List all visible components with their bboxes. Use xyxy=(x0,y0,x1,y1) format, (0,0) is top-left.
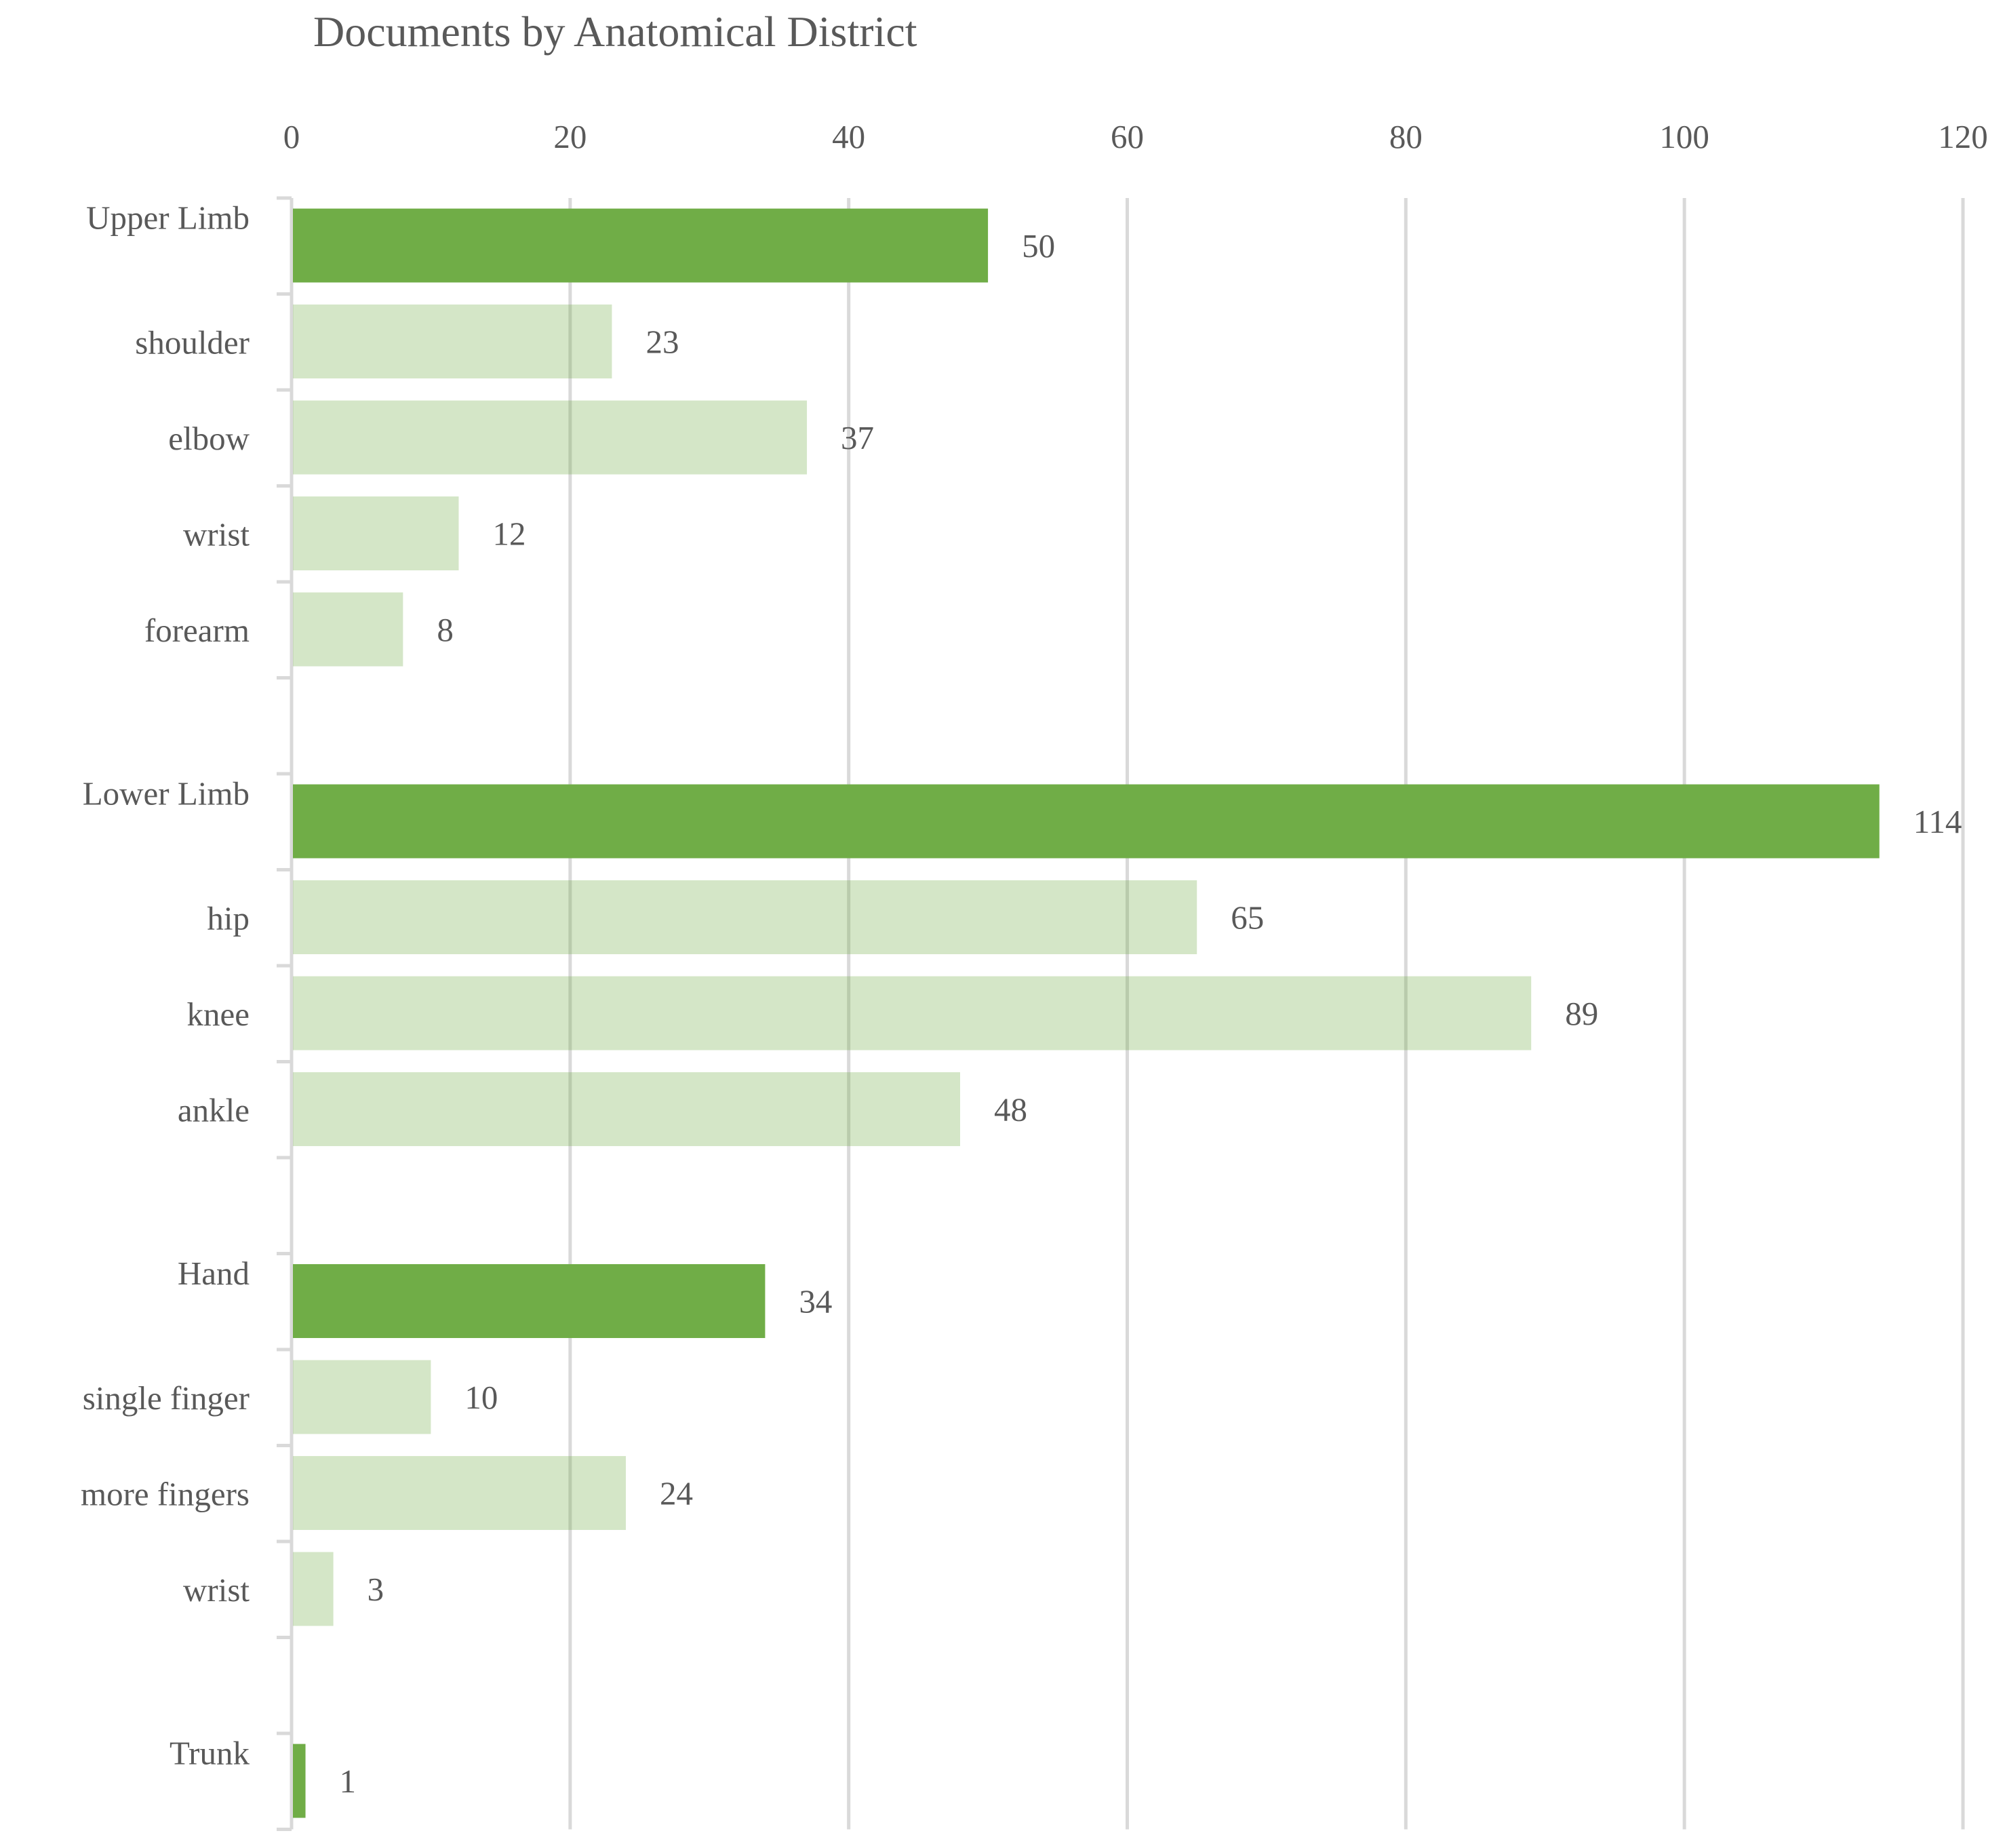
category-label: Hand xyxy=(178,1255,250,1292)
category-label: Trunk xyxy=(170,1734,250,1771)
bar xyxy=(293,1456,626,1531)
bar xyxy=(293,592,403,667)
value-label: 12 xyxy=(493,515,526,553)
category-label: forearm xyxy=(144,612,250,649)
category-label: wrist xyxy=(183,1571,250,1609)
value-label: 10 xyxy=(464,1379,498,1416)
bar xyxy=(293,976,1532,1050)
value-label: 50 xyxy=(1022,227,1055,264)
category-label: more fingers xyxy=(81,1475,250,1512)
bar xyxy=(293,1744,306,1818)
bar xyxy=(293,1552,334,1626)
bar xyxy=(293,400,808,475)
x-tick-label: 80 xyxy=(1389,118,1423,155)
chart-title: Documents by Anatomical District xyxy=(313,7,917,56)
value-label: 1 xyxy=(340,1763,356,1800)
value-labels: 50 23 37 12 8 114 65 89 48 34 10 24 3 1 xyxy=(340,227,1962,1800)
category-label: wrist xyxy=(183,515,250,553)
category-label: single finger xyxy=(83,1379,250,1417)
bar xyxy=(293,784,1880,859)
x-tick-label: 60 xyxy=(1111,118,1144,155)
bar xyxy=(293,1360,431,1434)
bars xyxy=(293,208,1880,1818)
value-label: 34 xyxy=(799,1283,832,1320)
x-tick-label: 40 xyxy=(832,118,865,155)
category-label: ankle xyxy=(178,1091,250,1128)
bar xyxy=(293,304,612,379)
bar xyxy=(293,1264,766,1339)
value-label: 23 xyxy=(646,323,679,361)
category-label: Upper Limb xyxy=(86,199,250,236)
x-tick-label: 0 xyxy=(283,118,300,155)
value-label: 65 xyxy=(1231,899,1264,937)
bar xyxy=(293,1072,960,1147)
category-label: shoulder xyxy=(135,323,250,361)
bar xyxy=(293,208,989,283)
gridlines xyxy=(277,196,1965,1831)
bar xyxy=(293,880,1197,955)
value-label: 89 xyxy=(1565,995,1598,1032)
category-label: Lower Limb xyxy=(83,774,250,812)
value-label: 24 xyxy=(660,1475,693,1512)
value-label: 37 xyxy=(841,419,874,456)
value-label: 48 xyxy=(994,1091,1027,1128)
category-label: elbow xyxy=(168,420,250,457)
x-tick-labels: 0 20 40 60 80 100 120 xyxy=(283,118,1988,155)
x-tick-label: 20 xyxy=(553,118,587,155)
x-tick-label: 120 xyxy=(1938,118,1988,155)
category-label: knee xyxy=(187,996,250,1033)
value-label: 114 xyxy=(1913,803,1962,840)
category-label: hip xyxy=(207,899,250,937)
x-tick-label: 100 xyxy=(1659,118,1709,155)
value-label: 8 xyxy=(437,611,454,648)
category-labels: Upper Limb shoulder elbow wrist forearm Lower… xyxy=(81,199,250,1771)
bar xyxy=(293,496,459,571)
value-label: 3 xyxy=(368,1571,384,1608)
